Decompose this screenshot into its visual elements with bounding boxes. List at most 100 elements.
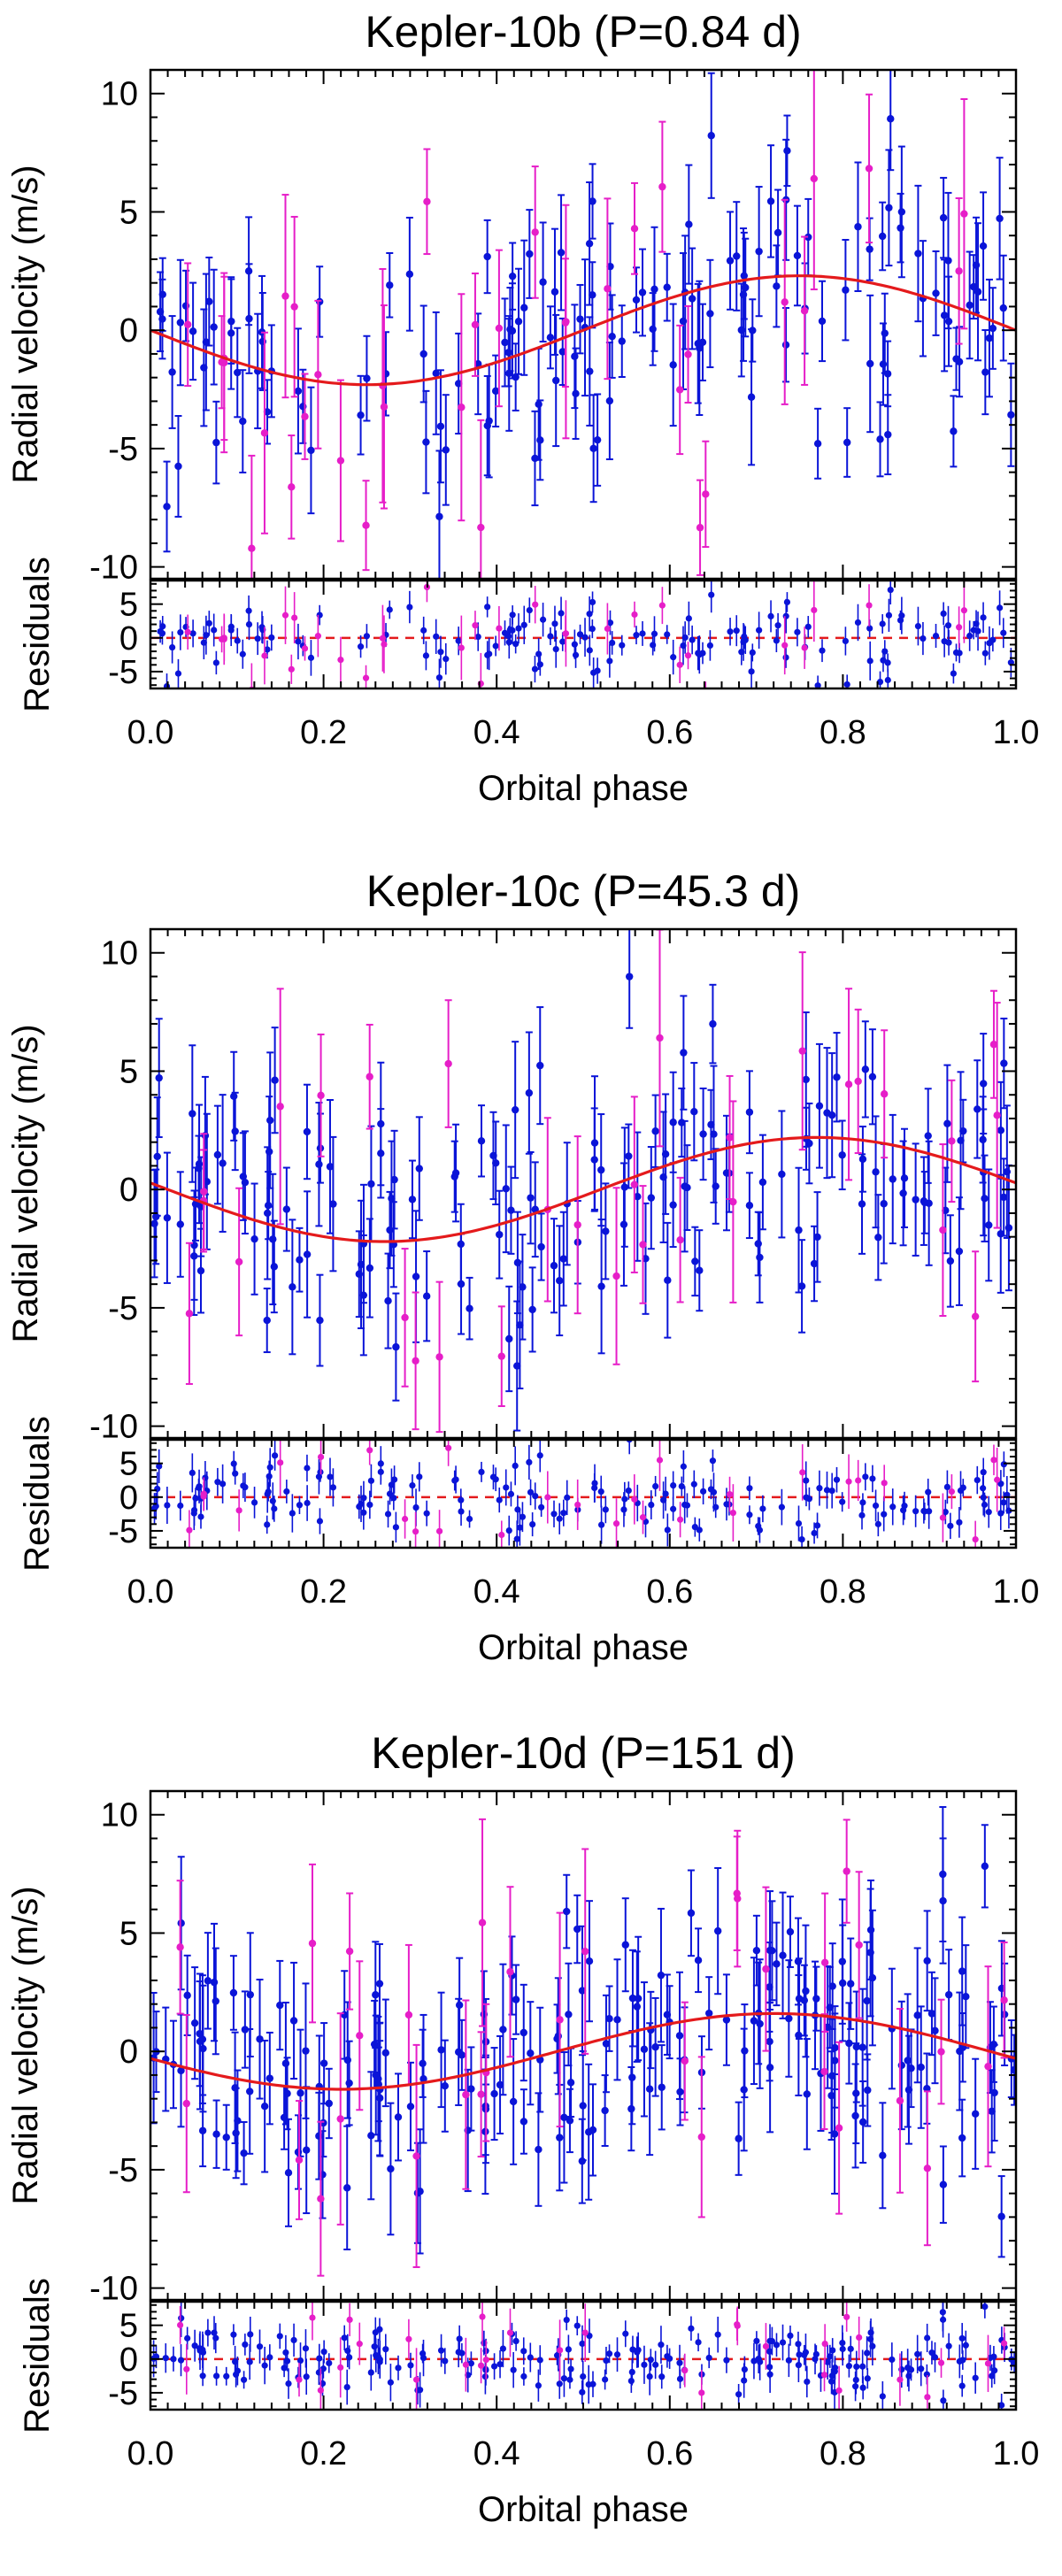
data-point [831, 2043, 839, 2052]
y-tick-label: 10 [101, 76, 138, 113]
residual-point [526, 1458, 533, 1466]
residual-point [579, 2388, 586, 2395]
data-point [868, 1073, 877, 1080]
residual-point [303, 2373, 310, 2380]
data-point [755, 247, 763, 256]
data-point [681, 2057, 689, 2065]
data-point [647, 1194, 656, 1202]
residual-point [285, 2380, 292, 2388]
residual-point [227, 627, 235, 634]
data-point [828, 2072, 836, 2080]
data-point [593, 435, 602, 444]
data-point [296, 1256, 304, 1264]
residual-point [547, 633, 554, 640]
residual-point [560, 2375, 568, 2382]
data-point [815, 1102, 824, 1110]
data-point [531, 228, 539, 236]
residual-point [858, 1511, 866, 1519]
residual-point [416, 1473, 423, 1480]
residual-point [994, 1476, 1001, 1483]
data-point [174, 462, 182, 471]
data-point [896, 2096, 904, 2105]
residual-point [779, 2339, 787, 2346]
data-point [295, 2156, 304, 2165]
data-point [581, 1947, 589, 1956]
data-point [366, 1264, 374, 1273]
data-point [527, 1194, 535, 1202]
data-point [979, 1135, 987, 1144]
residual-point [170, 2356, 177, 2363]
residual-point [981, 2303, 989, 2311]
data-point [560, 2113, 568, 2121]
residual-point [856, 2334, 863, 2341]
data-point [602, 2040, 611, 2048]
residual-point [677, 1516, 684, 1523]
data-point [705, 2009, 713, 2018]
residual-point [609, 639, 616, 647]
residual-point [627, 2377, 635, 2385]
data-point [370, 2040, 379, 2049]
data-point [266, 2074, 274, 2082]
residual-point [157, 627, 164, 635]
data-point [613, 2016, 621, 2024]
residual-point [576, 631, 584, 638]
residual-point [782, 654, 789, 661]
data-point [372, 1991, 380, 1999]
x-tick-label: 0.8 [820, 2435, 866, 2472]
data-point [838, 1957, 847, 1965]
residual-point [254, 635, 261, 642]
data-point [887, 115, 895, 123]
data-point [785, 2014, 793, 2023]
residual-point [433, 633, 440, 640]
residual-point [939, 1514, 947, 1521]
residual-point [864, 2375, 871, 2382]
residual-point [750, 2357, 758, 2365]
data-point [294, 2148, 303, 2157]
residual-point [513, 1535, 520, 1542]
residual-point [458, 1496, 465, 1503]
residual-point [301, 645, 309, 652]
residual-point [705, 2354, 712, 2362]
data-point [210, 1978, 219, 1987]
residual-point [821, 2340, 828, 2348]
residual-point [256, 2343, 264, 2350]
data-point [923, 1957, 931, 1965]
data-point [589, 291, 596, 299]
residual-point [164, 1502, 171, 1509]
residual-point [981, 650, 989, 657]
residual-point [341, 2334, 348, 2341]
data-point [663, 283, 671, 291]
residual-point [659, 1496, 667, 1503]
data-point [858, 2043, 866, 2051]
data-point [565, 2011, 573, 2019]
data-point [656, 1034, 664, 1042]
residual-point [828, 1487, 835, 1495]
data-point [302, 2047, 310, 2055]
data-point [283, 2089, 291, 2097]
residual-point [866, 625, 873, 632]
data-point [314, 371, 322, 379]
residual-point [666, 2355, 673, 2362]
y-axis-label: Radial velocity (m/s) [6, 1886, 45, 2204]
data-point [303, 1127, 312, 1136]
residual-point [678, 1482, 685, 1490]
residual-point [283, 2357, 291, 2365]
data-point [733, 252, 741, 260]
data-point [630, 225, 639, 233]
residual-point [230, 1460, 237, 1467]
residual-point [520, 2372, 527, 2380]
residual-point [563, 2316, 570, 2324]
data-point [509, 2097, 518, 2106]
data-point [946, 1257, 955, 1265]
data-point [687, 1909, 696, 1918]
data-point [477, 1137, 486, 1145]
series-magenta [184, 70, 968, 579]
data-point [664, 1276, 672, 1284]
residual-point [492, 642, 499, 650]
residual-point [881, 1480, 888, 1487]
data-point [536, 436, 544, 444]
residual-point [240, 2376, 248, 2383]
residual-point [905, 2372, 912, 2380]
data-point [408, 1196, 417, 1203]
